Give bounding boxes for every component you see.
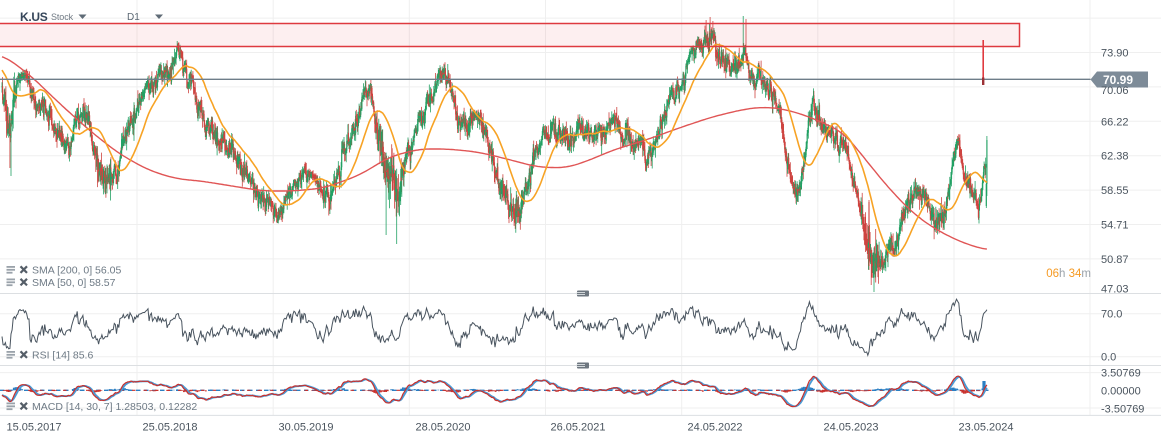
svg-text:47.03: 47.03	[1101, 284, 1129, 296]
svg-text:25.05.2018: 25.05.2018	[142, 422, 197, 434]
svg-text:24.05.2023: 24.05.2023	[823, 422, 878, 434]
svg-text:26.05.2021: 26.05.2021	[550, 422, 605, 434]
svg-text:58.55: 58.55	[1101, 185, 1129, 197]
svg-text:73.90: 73.90	[1101, 48, 1129, 60]
svg-text:0.00000: 0.00000	[1101, 385, 1141, 397]
svg-text:-3.50769: -3.50769	[1101, 404, 1144, 416]
svg-text:28.05.2020: 28.05.2020	[415, 422, 470, 434]
svg-text:K.US: K.US	[20, 10, 48, 24]
svg-text:06h 34m: 06h 34m	[1046, 268, 1091, 280]
svg-text:70.06: 70.06	[1101, 85, 1129, 97]
svg-text:23.05.2024: 23.05.2024	[958, 422, 1013, 434]
svg-text:SMA [50, 0] 58.57: SMA [50, 0] 58.57	[32, 277, 116, 289]
svg-text:70.0: 70.0	[1101, 309, 1122, 321]
svg-text:62.38: 62.38	[1101, 151, 1129, 163]
svg-text:54.71: 54.71	[1101, 220, 1129, 232]
svg-text:50.87: 50.87	[1101, 254, 1129, 266]
svg-text:24.05.2022: 24.05.2022	[687, 422, 742, 434]
svg-text:70.99: 70.99	[1103, 73, 1133, 87]
svg-text:0.0: 0.0	[1101, 352, 1116, 364]
svg-text:Stock: Stock	[51, 12, 74, 22]
svg-text:66.22: 66.22	[1101, 116, 1129, 128]
svg-text:3.50769: 3.50769	[1101, 368, 1141, 380]
svg-text:RSI [14] 85.6: RSI [14] 85.6	[32, 350, 93, 362]
svg-text:30.05.2019: 30.05.2019	[278, 422, 333, 434]
svg-text:15.05.2017: 15.05.2017	[6, 422, 61, 434]
svg-text:D1: D1	[127, 12, 140, 23]
svg-text:SMA [200, 0] 56.05: SMA [200, 0] 56.05	[32, 265, 121, 277]
svg-text:MACD [14, 30, 7] 1.28503, 0.12: MACD [14, 30, 7] 1.28503, 0.12282	[32, 401, 197, 413]
